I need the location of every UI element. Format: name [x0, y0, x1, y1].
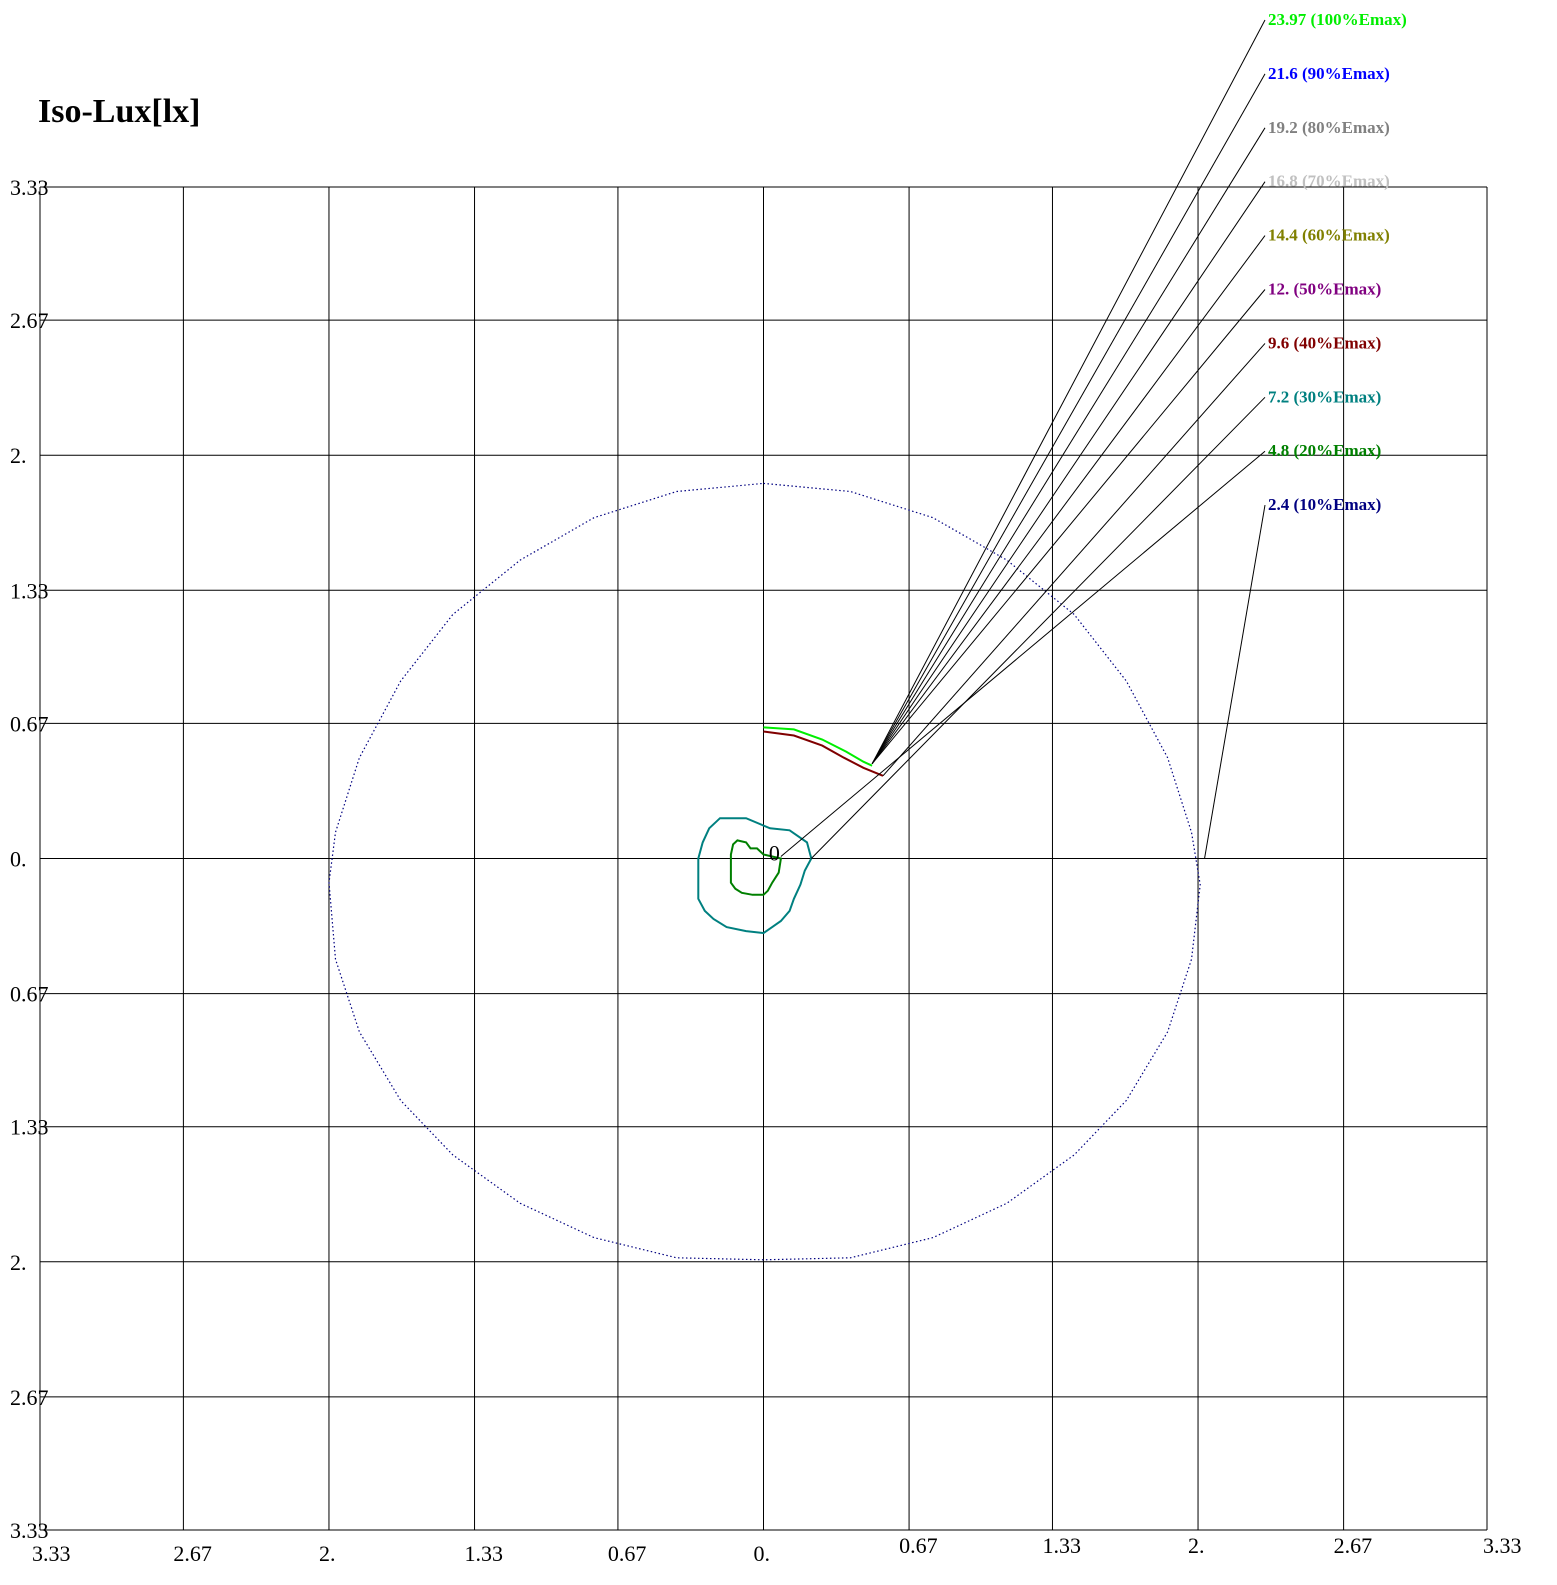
origin-label: 0	[769, 841, 780, 866]
contour-line-2.4	[328, 482, 1201, 1261]
x-tick-label: 0.	[754, 1541, 771, 1566]
legend-entry-60: 14.4 (60%Emax)	[1268, 226, 1390, 245]
legend: 23.97 (100%Emax) 21.6 (90%Emax) 19.2 (80%E…	[1268, 10, 1407, 514]
legend-entry-50: 12. (50%Emax)	[1268, 280, 1381, 299]
legend-leader-lines	[780, 19, 1266, 859]
x-tick-label: 0.67	[608, 1541, 647, 1566]
leader-line-70	[871, 181, 1266, 765]
leader-line-30	[810, 396, 1266, 859]
x-tick-label: 1.33	[1042, 1533, 1081, 1558]
chart-title: Iso-Lux[lx]	[38, 93, 200, 130]
y-tick-label: 3.33	[10, 1518, 49, 1543]
leader-line-100	[871, 19, 1266, 764]
x-tick-label: 2.	[1188, 1533, 1205, 1558]
y-tick-label: 0.	[10, 847, 27, 872]
y-tick-label: 2.	[10, 443, 27, 468]
x-tick-label: 2.	[319, 1541, 336, 1566]
y-tick-label: 2.	[10, 1250, 27, 1275]
leader-line-90	[871, 73, 1266, 764]
contour-line-4.8	[729, 839, 783, 896]
legend-entry-30: 7.2 (30%Emax)	[1268, 387, 1381, 406]
legend-entry-40: 9.6 (40%Emax)	[1268, 333, 1381, 352]
y-tick-label: 2.67	[10, 308, 49, 333]
y-tick-label: 2.67	[10, 1385, 49, 1410]
axis-tick-labels: 3.332.672.1.330.670.0.671.332.2.673.333.…	[10, 175, 1522, 1566]
grid	[39, 186, 1488, 1531]
contour-line-9.6	[763, 730, 884, 777]
contour-line-7.2	[697, 817, 813, 935]
leader-line-10	[1204, 505, 1266, 859]
legend-entry-100: 23.97 (100%Emax)	[1268, 10, 1407, 29]
legend-entry-10: 2.4 (10%Emax)	[1268, 495, 1381, 514]
x-tick-label: 3.33	[1483, 1533, 1522, 1558]
y-tick-label: 0.67	[10, 711, 49, 736]
legend-entry-90: 21.6 (90%Emax)	[1268, 64, 1390, 83]
y-tick-label: 0.67	[10, 982, 49, 1007]
y-tick-label: 1.33	[10, 578, 49, 603]
contour-line-23.97	[763, 726, 873, 767]
x-tick-label: 0.67	[899, 1533, 938, 1558]
x-tick-label: 3.33	[32, 1541, 71, 1566]
leader-line-40	[882, 343, 1266, 777]
x-tick-label: 2.67	[173, 1541, 212, 1566]
leader-line-80	[871, 127, 1266, 764]
leader-line-50	[871, 289, 1266, 765]
legend-entry-80: 19.2 (80%Emax)	[1268, 118, 1390, 137]
leader-line-20	[780, 450, 1266, 857]
leader-line-60	[871, 235, 1266, 765]
legend-entry-20: 4.8 (20%Emax)	[1268, 441, 1381, 460]
y-tick-label: 1.33	[10, 1115, 49, 1140]
contour-lines	[328, 482, 1201, 1261]
x-tick-label: 1.33	[465, 1541, 504, 1566]
legend-entry-70: 16.8 (70%Emax)	[1268, 172, 1390, 191]
x-tick-label: 2.67	[1334, 1533, 1373, 1558]
y-tick-label: 3.33	[10, 175, 49, 200]
